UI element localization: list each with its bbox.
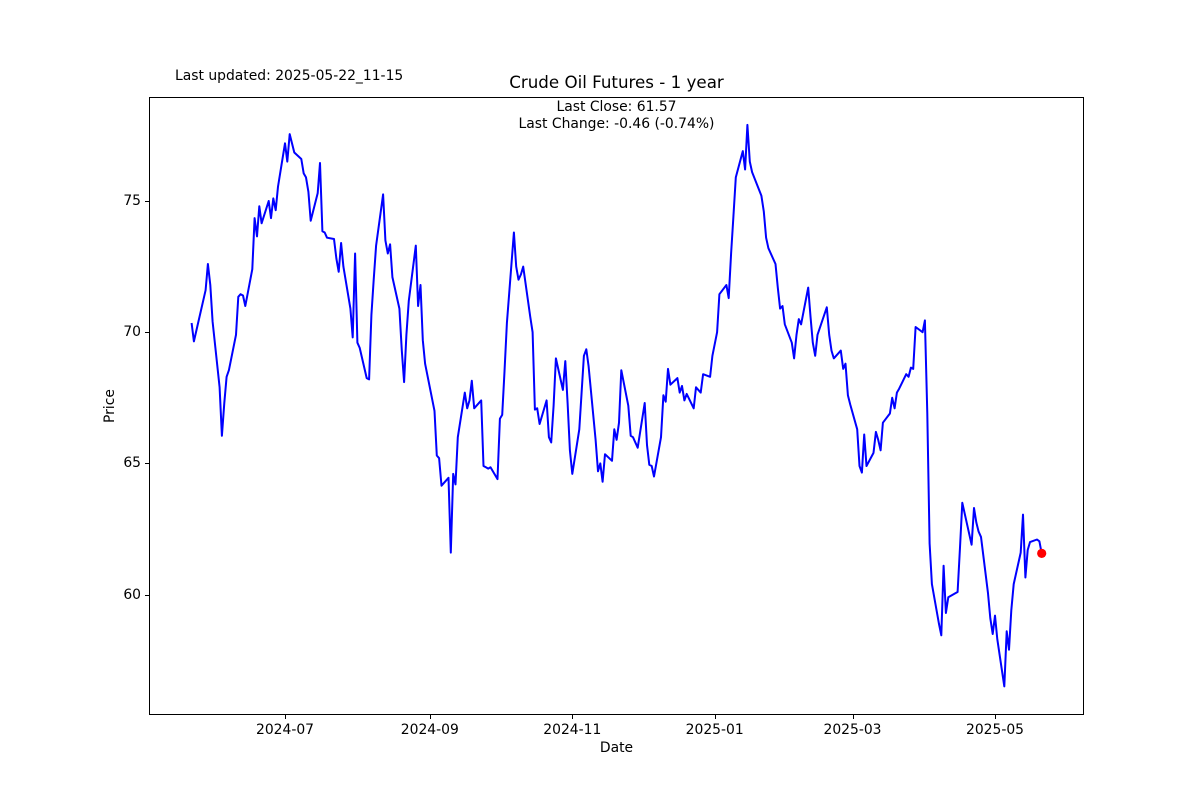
y-tick-mark [145,463,149,465]
chart-title: Crude Oil Futures - 1 year [509,72,724,92]
y-tick-label: 70 [123,324,141,341]
last-change-annotation: Last Change: -0.46 (-0.74%) [518,116,715,132]
x-tick-mark [995,715,996,719]
x-tick-label: 2025-03 [823,722,882,738]
y-tick-mark [145,332,149,334]
y-tick-label: 60 [123,586,141,603]
x-tick-mark [429,715,431,719]
x-tick-label: 2024-11 [543,722,602,738]
last-price-marker-dot [1037,548,1047,559]
x-tick-mark [714,715,716,719]
y-axis-label: Price [102,389,118,423]
last-close-annotation: Last Close: 61.57 [556,99,677,115]
x-tick-mark [852,715,854,719]
y-tick-mark [145,594,149,596]
price-series-line [190,123,1043,688]
x-tick-label: 2025-05 [965,722,1025,738]
y-tick-label: 65 [123,455,141,472]
plot-area [149,97,1084,715]
x-tick-mark [572,715,574,719]
x-axis-label: Date [599,740,634,756]
last-updated-text: Last updated: 2025-05-22_11-15 [175,68,404,84]
x-tick-label: 2024-07 [255,722,315,738]
y-tick-mark [145,201,149,202]
x-tick-mark [285,715,286,719]
x-tick-label: 2025-01 [685,722,744,738]
x-tick-label: 2024-09 [400,722,459,738]
y-tick-label: 75 [123,193,141,209]
